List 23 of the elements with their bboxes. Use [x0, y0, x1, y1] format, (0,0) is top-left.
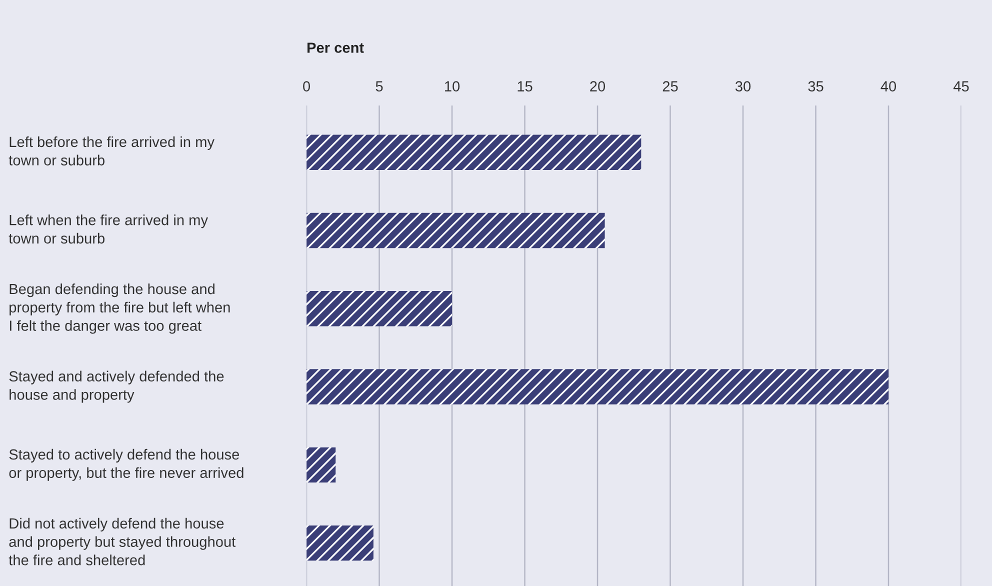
x-tick-label: 15: [518, 81, 532, 92]
x-tick-label: 40: [880, 81, 896, 92]
x-tick-label: 30: [735, 81, 751, 92]
x-tick-label: 35: [808, 81, 824, 92]
bar: [306, 525, 374, 561]
bar: [306, 447, 336, 482]
bar: [306, 134, 642, 170]
x-tick-label: 0: [303, 81, 310, 92]
y-tick-label: Began defending the house and property from the fire but left when I felt the danger was too great: [10, 283, 230, 334]
y-tick-label: Left when the fire arrived in my town or suburb: [8, 214, 208, 244]
x-tick-label: 45: [953, 81, 969, 92]
x-tick-label: 25: [662, 81, 678, 92]
x-tick-label: 20: [590, 81, 606, 92]
y-tick-label: Stayed to actively defend the house or property, but the fire never arrived: [9, 448, 244, 481]
y-tick-label: Stayed and actively defended the house and property: [9, 370, 224, 403]
x-tick-label: 5: [376, 81, 383, 92]
y-tick-label: Did not actively defend the house and property but stayed throughout the fire and sheltered: [8, 518, 236, 566]
bar: [306, 212, 605, 248]
x-tick-label: 10: [445, 81, 460, 92]
x-axis-title: Per cent: [308, 42, 364, 53]
bar: [306, 369, 888, 404]
bar: [306, 291, 452, 326]
y-tick-label: Left before the fire arrived in my town or suburb: [8, 136, 214, 166]
